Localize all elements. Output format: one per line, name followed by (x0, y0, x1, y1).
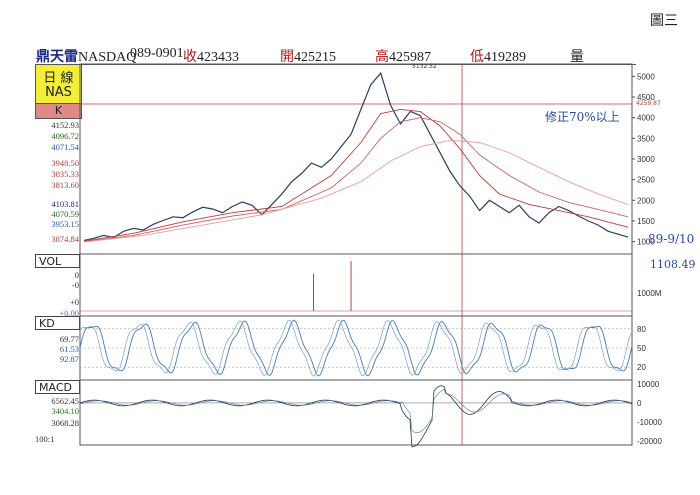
open-value: 425215 (294, 50, 336, 65)
peak-label: 5132.52 (412, 63, 437, 70)
vol-left-1: -0 (71, 280, 79, 290)
close-label: 收 (183, 50, 197, 65)
price-tick-label: 3500 (637, 134, 655, 143)
price-series-line (83, 108, 629, 242)
legend-value: 4071.54 (51, 142, 79, 152)
scale-label: 100:1 (35, 434, 55, 444)
macd-left-0: 6562.45 (51, 396, 79, 406)
symbol-label: NASDAQ (78, 50, 137, 65)
panel-frame (79, 253, 633, 317)
kd-line (79, 319, 633, 377)
price-tick-label: 1000 (637, 238, 655, 247)
volume-group (312, 261, 352, 311)
brand-label: 鼎天雷 (36, 50, 78, 65)
vol-left-2: +0 (69, 297, 79, 307)
price-tick-label: 1500 (637, 217, 655, 226)
handwritten-range: 89-9/10 (648, 232, 695, 246)
vol-tick-label: 1000M (637, 289, 662, 298)
macd-line (79, 385, 633, 448)
index-label: NAS (45, 85, 72, 100)
signal-line (79, 389, 633, 433)
macd-left-1: 3404.10 (51, 406, 79, 416)
macd-tick-label: 0 (637, 399, 642, 408)
macd-tick-label: 10000 (637, 380, 660, 389)
open-label: 開 (280, 50, 294, 65)
handwritten-value: 1108.49 (650, 258, 696, 271)
kd-tick-label: 20 (637, 363, 646, 372)
volume-label: 量 (570, 50, 584, 65)
kd-line (79, 319, 633, 377)
high-label: 高 (375, 50, 389, 65)
panel-frame (79, 63, 633, 255)
kd-left-1: 61.53 (59, 344, 79, 354)
price-tick-label: 2500 (637, 176, 655, 185)
legend-value: 4152.93 (51, 120, 79, 130)
macd-group (79, 385, 633, 448)
macd-tick-label: -10000 (637, 418, 662, 427)
macd-left-2: 3068.28 (51, 418, 79, 428)
k-label: K (35, 103, 82, 119)
price-tick-label: 5000 (637, 72, 655, 81)
price-series-line (83, 71, 629, 241)
high-value: 425987 (389, 50, 431, 65)
figure-label: 圖三 (650, 13, 678, 29)
legend-value: 3813.60 (51, 180, 79, 190)
chart-header: 鼎天雷NASDAQ (36, 46, 136, 66)
legend-value: 3953.15 (51, 219, 79, 229)
code-label: 089-0901 (130, 46, 184, 61)
price-tick-label: 4500 (637, 93, 655, 102)
macd-tick-label: -20000 (637, 437, 662, 446)
legend-value: 3874.84 (51, 234, 79, 244)
handwritten-note: 修正70%以上 (545, 110, 620, 124)
kd-left-0: 69.77 (59, 334, 79, 344)
tick-labels: 5000 4500 4000 3500 3000 2500 2000 1500 1000 1000… (632, 72, 662, 446)
timeframe-label-panel: 日 線 NAS (35, 64, 82, 104)
price-series-line (83, 139, 629, 243)
timeframe-label: 日 線 (43, 71, 74, 86)
low-label: 低 (470, 50, 484, 65)
vol-left-3: +0.00 (59, 308, 79, 318)
price-tick-label: 3000 (637, 155, 655, 164)
price-marker: 4259.87 (636, 100, 661, 107)
kd-tick-label: 50 (637, 344, 646, 353)
vol-left-0: 0 (74, 270, 79, 280)
low-value: 419289 (484, 50, 526, 65)
price-series-line (83, 117, 629, 243)
close-value: 423433 (197, 50, 239, 65)
legend-value: 4096.72 (51, 131, 79, 141)
price-series-group (83, 71, 629, 243)
legend-value: 4070.59 (51, 209, 79, 219)
kd-group (79, 319, 633, 377)
kd-left-2: 92.87 (59, 354, 79, 364)
price-tick-label: 2000 (637, 196, 655, 205)
price-tick-label: 4000 (637, 114, 655, 123)
legend-value: 4103.81 (51, 199, 79, 209)
legend-value: 3035.33 (51, 169, 79, 179)
panel-frame (79, 379, 633, 446)
legend-value: 3948.50 (51, 158, 79, 168)
kd-tick-label: 80 (637, 325, 646, 334)
